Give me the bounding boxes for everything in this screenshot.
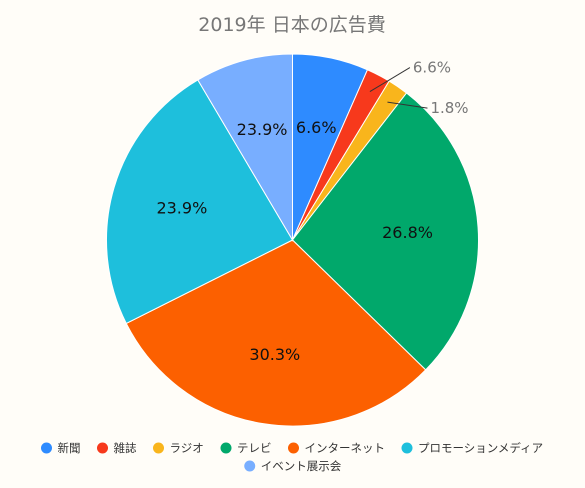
pie-slice-3	[291, 92, 479, 371]
legend-label-2: ラジオ	[170, 441, 204, 455]
legend-marker-3	[220, 442, 232, 454]
pie-slice-4	[125, 239, 427, 427]
legend-label-1: 雑誌	[114, 441, 137, 455]
slice-label-6: 23.9%	[237, 120, 288, 139]
leader-line-2	[387, 101, 428, 109]
legend-marker-6	[244, 460, 256, 472]
legend-marker-2	[153, 442, 164, 454]
slice-label-1: 6.6%	[413, 59, 451, 77]
slice-label-3: 26.8%	[382, 223, 433, 242]
slice-label-5: 23.9%	[156, 198, 207, 217]
legend-label-5: プロモーションメディア	[418, 441, 543, 455]
legend-marker-0	[41, 442, 52, 454]
legend-marker-5	[401, 442, 413, 454]
pie-slice-6	[197, 53, 293, 242]
chart-title: 2019年 日本の広告費	[198, 14, 385, 36]
pie-slice-5	[106, 79, 294, 325]
slice-label-0: 6.6%	[296, 118, 337, 137]
slice-label-2: 1.8%	[430, 99, 468, 117]
legend-label-4: インターネット	[305, 441, 386, 455]
legend-label-3: テレビ	[237, 441, 272, 455]
slice-label-4: 30.3%	[249, 345, 300, 364]
leader-line-1	[369, 67, 411, 92]
legend-marker-1	[97, 442, 108, 454]
legend-marker-4	[288, 442, 299, 454]
legend-label-0: 新聞	[58, 441, 81, 455]
legend-label-6: イベント展示会	[261, 459, 342, 473]
